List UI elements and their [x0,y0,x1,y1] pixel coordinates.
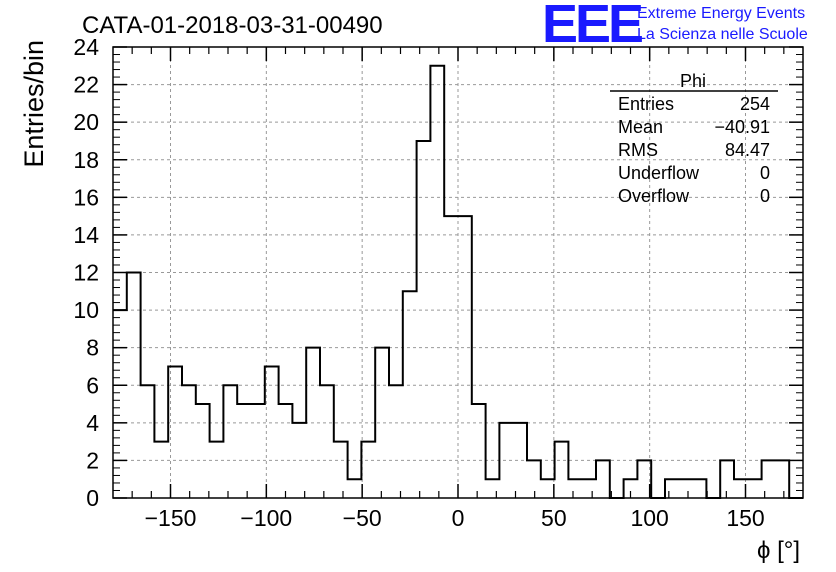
x-tick-label: 50 [541,505,567,531]
y-tick-label: 0 [86,485,99,511]
x-tick-labels: −150 −100 −50 0 50 100 150 [145,505,765,531]
stats-row-label: Entries [618,94,674,114]
logo-line-2: La Scienza nelle Scuole [637,26,808,43]
x-axis-label: ϕ [°] [757,537,800,564]
x-tick-label: −50 [343,505,382,531]
y-tick-label: 8 [86,335,99,361]
y-tick-label: 18 [73,147,99,173]
stats-row-label: RMS [618,140,658,160]
y-tick-label: 22 [73,72,99,98]
stats-row-label: Overflow [618,186,690,206]
x-tick-label: 0 [452,505,465,531]
stats-row-value: 254 [740,94,770,114]
y-tick-label: 6 [86,372,99,398]
stats-title: Phi [680,71,706,91]
x-tick-label: −150 [145,505,197,531]
y-tick-label: 14 [73,222,99,248]
y-tick-label: 24 [73,34,99,60]
y-tick-label: 4 [86,410,99,436]
y-tick-label: 10 [73,297,99,323]
x-tick-label: 150 [726,505,764,531]
grid-lines [113,47,803,498]
chart-title: CATA-01-2018-03-31-00490 [82,12,383,39]
y-tick-label: 12 [73,260,99,286]
eee-logo: EEE [542,0,642,54]
stats-row-label: Mean [618,117,663,137]
stats-row-value: 0 [760,163,770,183]
y-tick-label: 20 [73,109,99,135]
stats-row-label: Underflow [618,163,700,183]
x-tick-label: 100 [630,505,668,531]
x-tick-label: −100 [240,505,292,531]
y-tick-label: 16 [73,184,99,210]
logo-line-1: Extreme Energy Events [637,5,805,22]
stats-box: Phi Entries 254 Mean −40.91 RMS 84.47 Underflo… [610,71,778,206]
stats-row-value: 0 [760,186,770,206]
y-axis-label: Entries/bin [19,40,49,168]
tick-marks [113,46,803,499]
stats-row-value: −40.91 [714,117,770,137]
histogram-outline [113,64,803,499]
stats-row-value: 84.47 [725,140,770,160]
y-tick-label: 2 [86,447,99,473]
